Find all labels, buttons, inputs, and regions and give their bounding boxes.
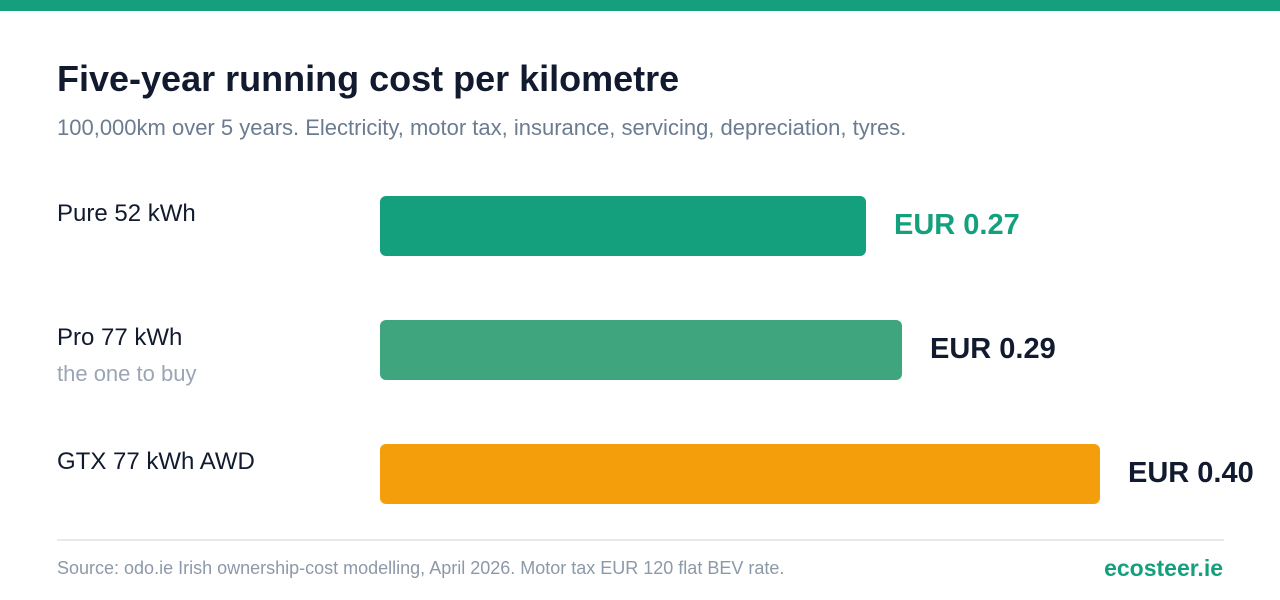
value-label: EUR 0.29 bbox=[930, 333, 1056, 365]
top-accent-stripe bbox=[0, 0, 1280, 11]
category-label: Pure 52 kWh bbox=[57, 200, 196, 227]
category-note: the one to buy bbox=[57, 361, 197, 386]
value-label: EUR 0.40 bbox=[1128, 457, 1254, 489]
category-label: GTX 77 kWh AWD bbox=[57, 448, 255, 475]
chart-title: Five-year running cost per kilometre bbox=[57, 58, 680, 99]
category-label: Pro 77 kWh bbox=[57, 324, 183, 351]
value-label: EUR 0.27 bbox=[894, 209, 1020, 241]
source-note: Source: odo.ie Irish ownership-cost mode… bbox=[57, 558, 785, 578]
bar bbox=[380, 320, 902, 380]
brand-logo-text[interactable]: ecosteer.ie bbox=[1104, 555, 1223, 581]
bar bbox=[380, 444, 1100, 504]
bar bbox=[380, 196, 866, 256]
chart-subtitle: 100,000km over 5 years. Electricity, mot… bbox=[57, 115, 907, 140]
footer-divider bbox=[57, 539, 1224, 541]
